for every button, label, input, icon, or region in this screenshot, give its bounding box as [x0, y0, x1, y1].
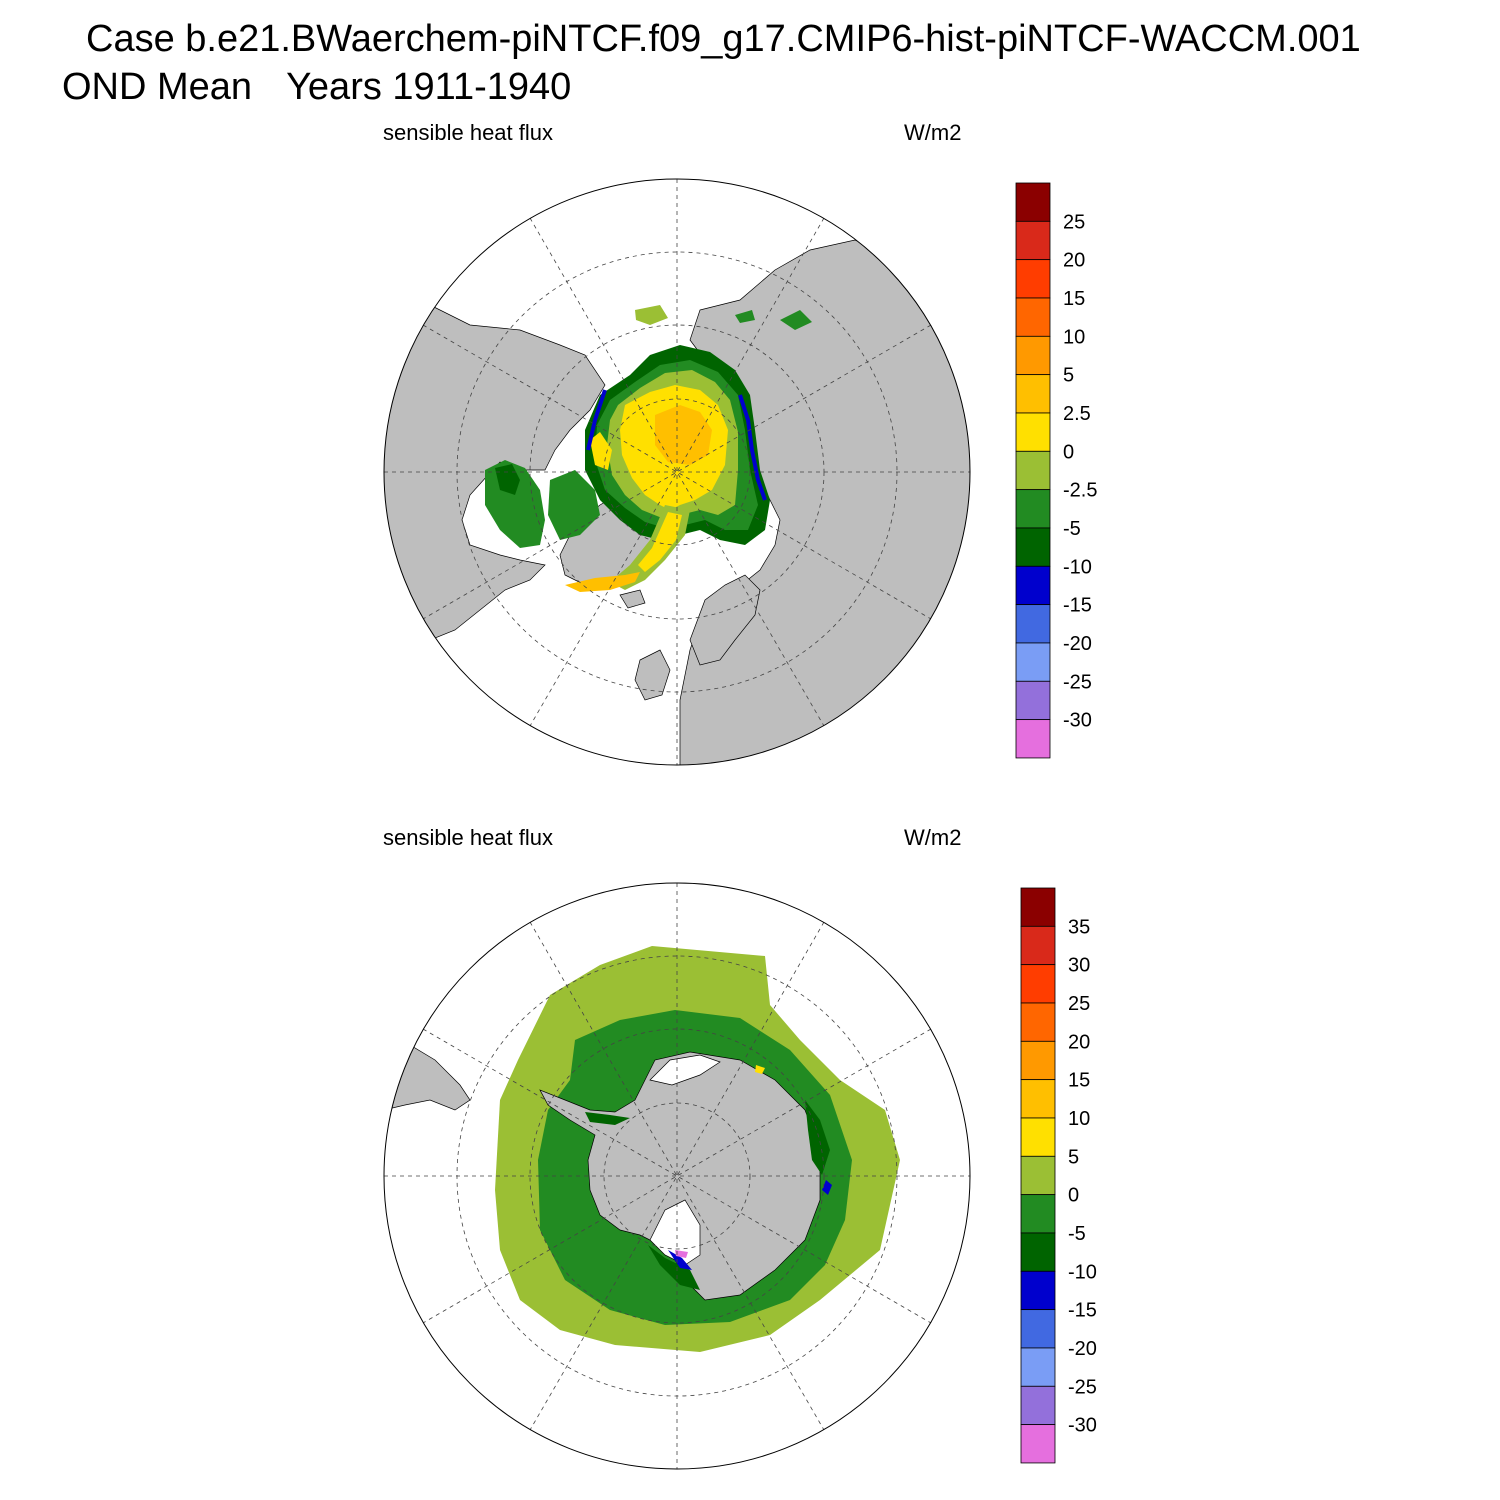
colorbar-tick-label: 20 [1068, 1031, 1090, 1053]
siberian-blue-edge [738, 394, 767, 501]
colorbar-tick-label: 15 [1068, 1070, 1090, 1092]
colorbar-swatch [1020, 1194, 1056, 1234]
colorbar-swatch [1020, 925, 1056, 966]
bering-strait-green [635, 305, 668, 325]
colorbar-tick-label: -30 [1063, 710, 1092, 732]
south-polar-map [383, 882, 971, 1470]
colorbar-tick-label: -5 [1063, 518, 1081, 540]
greenland-east-orange [565, 572, 640, 592]
colorbar-swatch [1015, 412, 1051, 452]
baffin-bay-green [548, 470, 600, 540]
colorbar-swatch [1020, 1309, 1056, 1349]
colorbar-swatch [1015, 297, 1051, 337]
south-graticule [384, 883, 970, 1469]
iceland-land [619, 589, 646, 609]
north-panel-units-label: W/m2 [904, 120, 962, 145]
colorbar-swatch [1015, 489, 1051, 529]
weddell-ice-shelf [649, 1054, 721, 1086]
colorbar-tick-label: 25 [1063, 211, 1085, 233]
east-antarctic-dark-green [805, 1100, 830, 1175]
colorbar-swatch [1015, 527, 1051, 567]
colorbar-tick-label: -5 [1068, 1223, 1086, 1245]
colorbar-swatch [1015, 680, 1051, 721]
years-label: Years 1911-1940 [286, 66, 572, 108]
colorbar-tick-label: -30 [1068, 1415, 1097, 1437]
colorbar-tick-label: 10 [1063, 326, 1085, 348]
ross-sea-purple [675, 1250, 688, 1258]
colorbar-tick-label: -15 [1063, 595, 1092, 617]
colorbar-tick-label: 2.5 [1063, 403, 1091, 425]
north-polar-map [383, 178, 971, 766]
south-colorbar: 35 30 25 20 15 10 5 0 -5 -10 -15 -20 -25 -30 [1020, 887, 1097, 1464]
colorbar-swatch [1015, 259, 1051, 299]
colorbar-tick-label: 20 [1063, 250, 1085, 272]
north-america-land [384, 299, 606, 641]
colorbar-swatch [1020, 1079, 1056, 1119]
colorbar-swatch [1015, 374, 1051, 414]
colorbar-swatch [1020, 1232, 1056, 1272]
north-colorbar: 25 20 15 10 5 2.5 0 -2.5 -5 -10 -15 -20 -25 -30 [1015, 182, 1097, 759]
colorbar-tick-label: -10 [1063, 556, 1092, 578]
colorbar-tick-label: -25 [1068, 1376, 1097, 1398]
colorbar-swatch [1020, 1040, 1056, 1081]
colorbar-swatch [1020, 1002, 1056, 1042]
colorbar-swatch [1020, 1155, 1056, 1196]
north-graticule [384, 179, 970, 765]
fram-strait-stripes [638, 512, 682, 572]
colorbar-tick-label: 0 [1063, 441, 1074, 463]
south-panel-variable-label: sensible heat flux [383, 825, 553, 850]
colorbar-swatch [1015, 450, 1051, 491]
colorbar-swatch [1020, 1117, 1056, 1157]
colorbar-tick-label: 0 [1068, 1185, 1079, 1207]
ross-sea-dark-green [648, 1245, 700, 1290]
colorbar-tick-label: -25 [1063, 671, 1092, 693]
colorbar-swatch [1015, 642, 1051, 682]
okhotsk-green [780, 310, 812, 330]
colorbar-tick-label: 25 [1068, 993, 1090, 1015]
south-panel-units-label: W/m2 [904, 825, 962, 850]
colorbar-swatch [1015, 220, 1051, 261]
colorbar-tick-label: 30 [1068, 955, 1090, 977]
colorbar-tick-label: 5 [1063, 365, 1074, 387]
colorbar-tick-label: 35 [1068, 916, 1090, 938]
colorbar-swatch [1020, 1270, 1056, 1311]
colorbar-tick-label: -10 [1068, 1261, 1097, 1283]
weddell-yellow [755, 1065, 765, 1074]
arctic-center-orange [655, 405, 712, 465]
caa-yellow [590, 432, 612, 470]
ross-ice-shelf [649, 1199, 701, 1266]
scandinavia-land [689, 574, 761, 666]
colorbar-tick-label: 15 [1063, 288, 1085, 310]
colorbar-swatch [1015, 182, 1051, 222]
peninsula-dark-green [585, 1112, 630, 1125]
case-title: Case b.e21.BWaerchem-piNTCF.f09_g17.CMIP… [86, 18, 1361, 60]
east-antarctic-blue [822, 1180, 832, 1195]
season-label: OND Mean [62, 66, 253, 108]
north-panel-variable-label: sensible heat flux [383, 120, 553, 145]
colorbar-swatch [1020, 964, 1056, 1004]
colorbar-swatch [1015, 335, 1051, 376]
ross-sea-blue [668, 1250, 692, 1270]
colorbar-tick-label: -20 [1063, 633, 1092, 655]
colorbar-tick-label: -2.5 [1063, 480, 1097, 502]
colorbar-swatch [1015, 604, 1051, 644]
colorbar-swatch [1015, 565, 1051, 606]
colorbar-swatch [1020, 1347, 1056, 1387]
season-title: OND Mean Years 1911-1940 [62, 66, 571, 109]
colorbar-swatch [1020, 1385, 1056, 1426]
okhotsk-green-2 [735, 310, 755, 323]
canadian-blue-edge [586, 389, 607, 451]
colorbar-swatch [1015, 719, 1051, 759]
colorbar-tick-label: 5 [1068, 1146, 1079, 1168]
colorbar-swatch [1020, 1424, 1056, 1464]
colorbar-tick-label: -15 [1068, 1300, 1097, 1322]
colorbar-tick-label: -20 [1068, 1338, 1097, 1360]
colorbar-tick-label: 10 [1068, 1108, 1090, 1130]
british-isles-land [634, 649, 671, 701]
colorbar-swatch [1020, 887, 1056, 927]
